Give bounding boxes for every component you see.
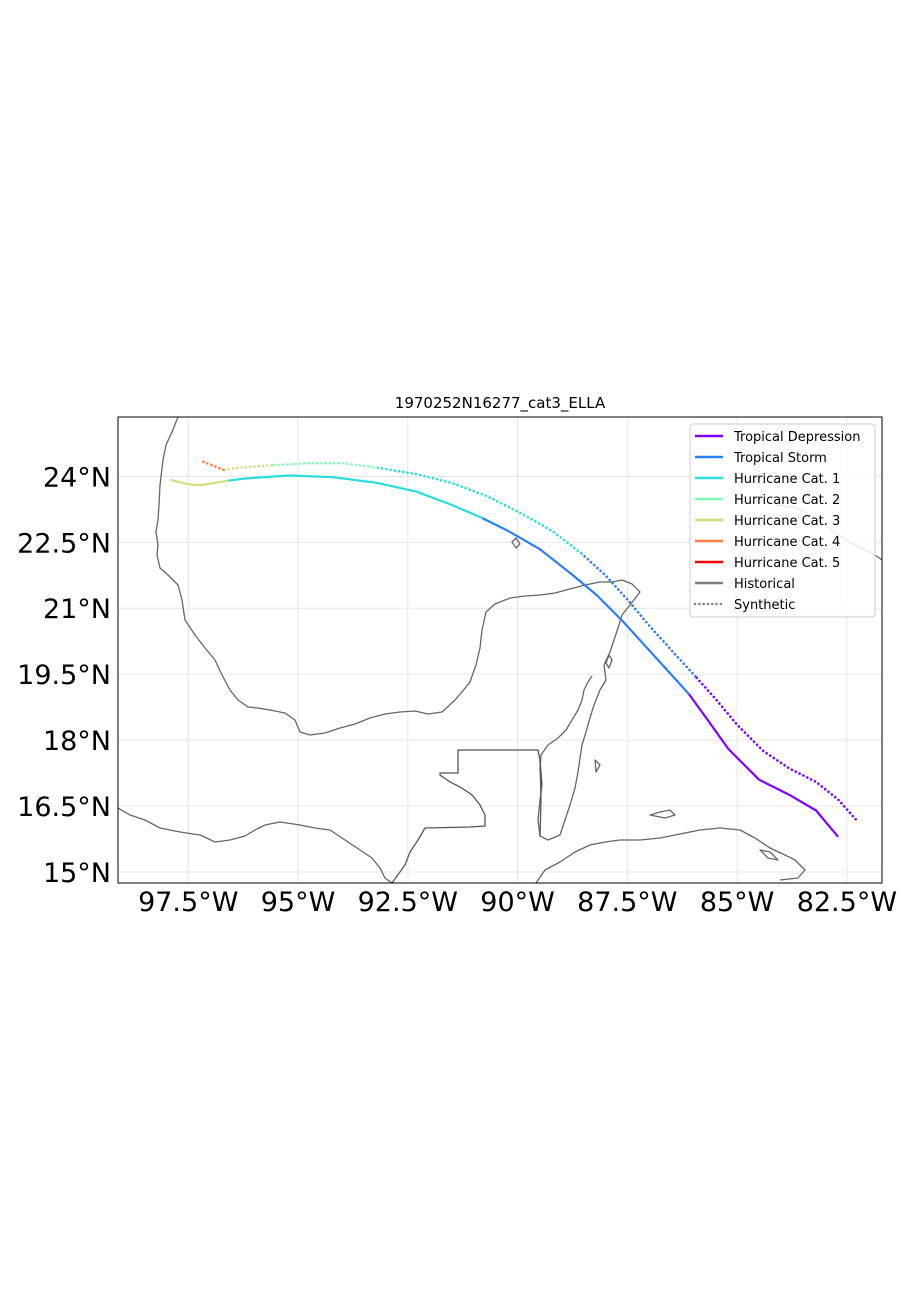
legend-label: Hurricane Cat. 1 bbox=[734, 472, 840, 487]
y-tick-label: 21°N bbox=[43, 594, 111, 625]
legend: Tropical Depression Tropical Storm Hurrica… bbox=[689, 423, 876, 618]
yucatan-inner-coast bbox=[537, 675, 593, 841]
storm-tracks bbox=[170, 459, 857, 838]
legend-label: Hurricane Cat. 2 bbox=[734, 493, 840, 508]
y-tick-label: 24°N bbox=[43, 462, 111, 493]
country-borders bbox=[391, 749, 543, 883]
legend-box bbox=[689, 423, 876, 618]
central-america-coast bbox=[118, 807, 393, 883]
x-tick-label: 87.5°W bbox=[577, 887, 677, 918]
historical-track-segment bbox=[227, 474, 483, 520]
y-tick-label: 16.5°N bbox=[17, 792, 111, 823]
islands-2 bbox=[649, 809, 676, 819]
legend-label: Hurricane Cat. 4 bbox=[734, 535, 840, 550]
x-tick-label: 82.5°W bbox=[797, 887, 897, 918]
synthetic-track-segment bbox=[694, 675, 857, 821]
x-tick-label: 95°W bbox=[261, 887, 336, 918]
legend-label: Tropical Depression bbox=[733, 430, 860, 445]
synthetic-track bbox=[200, 459, 857, 821]
x-tick-label: 85°W bbox=[700, 887, 775, 918]
x-tick-label: 90°W bbox=[480, 887, 555, 918]
y-tick-label: 19.5°N bbox=[17, 660, 111, 691]
legend-label: Historical bbox=[734, 577, 795, 592]
plot-frame bbox=[117, 416, 883, 884]
cozumel-island bbox=[605, 654, 613, 669]
islands-1 bbox=[511, 537, 521, 549]
axis-ticks: 97.5°W 95°W 92.5°W 90°W 87.5°W 85°W 82.5°W 24°N… bbox=[17, 462, 897, 918]
synthetic-track-segment bbox=[579, 552, 697, 678]
islands-3 bbox=[759, 849, 779, 861]
historical-track bbox=[170, 474, 839, 838]
islands-4 bbox=[594, 759, 601, 773]
historical-track-segment bbox=[687, 693, 839, 838]
legend-label: Hurricane Cat. 3 bbox=[734, 514, 840, 529]
chart-title: 1970252N16277_cat3_ELLA bbox=[394, 394, 606, 412]
y-tick-label: 22.5°N bbox=[17, 528, 111, 559]
synthetic-track-segment bbox=[222, 464, 273, 472]
honduras-coast bbox=[535, 827, 806, 883]
mexico-guatemala-border bbox=[391, 749, 543, 883]
synthetic-track-segment bbox=[200, 459, 225, 472]
x-tick-label: 97.5°W bbox=[138, 887, 238, 918]
legend-label: Hurricane Cat. 5 bbox=[734, 556, 840, 571]
synthetic-track-segment bbox=[270, 461, 379, 469]
y-tick-label: 15°N bbox=[43, 858, 111, 889]
legend-label: Synthetic bbox=[734, 598, 795, 613]
legend-label: Tropical Storm bbox=[733, 451, 827, 466]
historical-track-segment bbox=[481, 517, 690, 695]
belize-guatemala-border bbox=[539, 759, 542, 837]
x-tick-label: 92.5°W bbox=[358, 887, 458, 918]
y-tick-label: 18°N bbox=[43, 726, 111, 757]
synthetic-track-segment bbox=[375, 466, 583, 555]
mexico-gulf-coast bbox=[155, 417, 641, 836]
historical-track-segment bbox=[170, 478, 228, 487]
